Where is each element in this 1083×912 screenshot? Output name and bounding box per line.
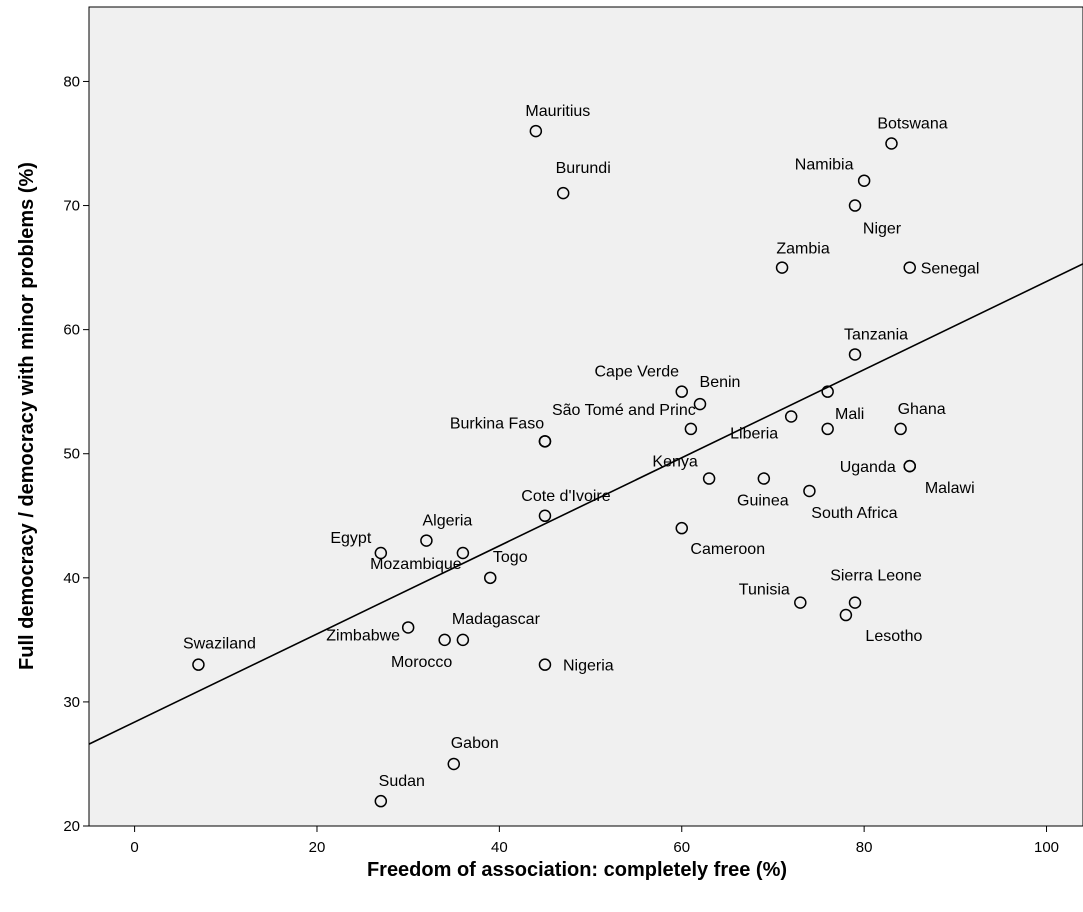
x-tick-label: 60 — [673, 839, 690, 856]
x-tick-label: 80 — [856, 839, 873, 856]
y-tick-label: 70 — [63, 198, 80, 215]
point-label: Malawi — [925, 480, 975, 497]
point-label: Liberia — [730, 426, 778, 443]
point-label: Lesotho — [865, 628, 922, 645]
point-label: Cote d'Ivoire — [521, 488, 610, 505]
point-label: Zambia — [776, 241, 829, 258]
x-tick-label: 0 — [130, 839, 138, 856]
x-tick-label: 40 — [491, 839, 508, 856]
point-label: Kenya — [652, 454, 697, 471]
y-tick-label: 80 — [63, 73, 80, 90]
x-axis: 0 20 40 60 80 100 — [130, 826, 1059, 856]
y-tick-label: 20 — [63, 818, 80, 835]
y-tick-label: 60 — [63, 322, 80, 339]
point-label: Egypt — [330, 530, 371, 547]
point-label: Togo — [493, 549, 528, 566]
x-tick-label: 100 — [1034, 839, 1059, 856]
point-label: Zimbabwe — [326, 627, 400, 644]
point-label: Sierra Leone — [830, 568, 922, 585]
x-tick-label: 20 — [309, 839, 326, 856]
point-label: Swaziland — [183, 636, 256, 653]
point-label: Burkina Faso — [450, 415, 544, 432]
point-label: Tunisia — [739, 582, 790, 599]
point-label: Namibia — [795, 157, 854, 174]
x-axis-title: Freedom of association: completely free … — [367, 859, 787, 881]
point-label: Nigeria — [563, 658, 614, 675]
y-axis: 20 30 40 50 60 70 80 — [63, 73, 89, 835]
point-label: São Tomé and Princ — [552, 402, 696, 419]
point-label: Benin — [700, 374, 741, 391]
point-label: Senegal — [921, 261, 980, 278]
point-label: Mali — [835, 406, 864, 423]
point-label: Cape Verde — [594, 364, 679, 381]
point-label: Mauritius — [525, 103, 590, 120]
point-label: Botswana — [877, 116, 947, 133]
point-label: Morocco — [391, 654, 452, 671]
point-label: Uganda — [840, 459, 896, 476]
y-axis-title: Full democracy / democracy with minor pr… — [16, 162, 38, 670]
point-label: South Africa — [811, 505, 897, 522]
point-label: Burundi — [556, 160, 611, 177]
y-tick-label: 30 — [63, 694, 80, 711]
point-label: Algeria — [423, 513, 473, 530]
point-label: Madagascar — [452, 611, 541, 628]
point-label: Sudan — [379, 773, 425, 790]
point-label: Gabon — [451, 735, 499, 752]
point-label: Niger — [863, 221, 902, 238]
point-label: Cameroon — [690, 541, 765, 558]
y-tick-label: 40 — [63, 570, 80, 587]
point-label: Guinea — [737, 493, 789, 510]
point-label: Mozambique — [370, 556, 462, 573]
point-label: Ghana — [898, 401, 946, 418]
point-label: Tanzania — [844, 326, 908, 343]
y-tick-label: 50 — [63, 446, 80, 463]
